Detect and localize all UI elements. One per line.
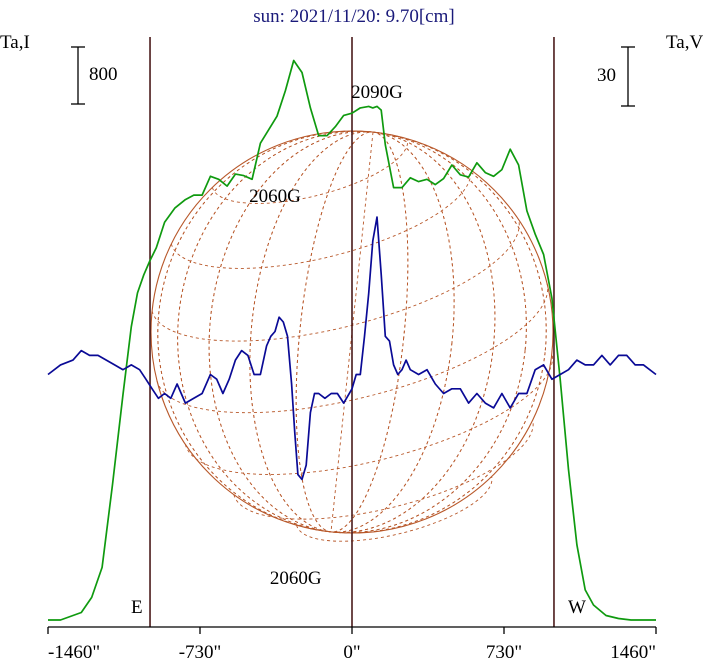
disk-parallel bbox=[184, 352, 553, 475]
x-ticks: -1460" -730" 0" 730" 1460" bbox=[47, 627, 657, 662]
disk-parallel bbox=[156, 283, 549, 414]
disk-meridian bbox=[249, 131, 455, 533]
chart-title: sun: 2021/11/20: 9.70[cm] bbox=[253, 6, 454, 27]
left-scale-label: 800 bbox=[89, 64, 118, 85]
x-tick-label: 730" bbox=[486, 642, 522, 662]
disk-parallel bbox=[170, 169, 472, 269]
left-scale-bar bbox=[71, 46, 85, 105]
x-tick-label: 1460" bbox=[610, 642, 656, 662]
limb-label-east: E bbox=[131, 597, 143, 618]
limb-label-west: W bbox=[568, 597, 586, 618]
x-tick-label: 0" bbox=[343, 642, 360, 662]
x-axis: -1460" -730" 0" 730" 1460" bbox=[47, 626, 657, 662]
disk-parallel bbox=[296, 476, 493, 542]
right-scale-bar bbox=[621, 46, 635, 107]
disk-parallel bbox=[151, 219, 520, 342]
x-tick-label: -1460" bbox=[48, 642, 100, 662]
series-line-V bbox=[47, 216, 657, 481]
right-scale-label: 30 bbox=[597, 65, 616, 86]
series-lines bbox=[47, 59, 657, 621]
field-strength-label: 2090G bbox=[351, 82, 403, 103]
disk-parallel bbox=[211, 138, 409, 204]
left-axis-label: Ta,I bbox=[0, 32, 30, 53]
field-strength-label: 2060G bbox=[270, 568, 322, 589]
solar-disk bbox=[150, 130, 554, 542]
right-axis-label: Ta,V bbox=[666, 32, 703, 53]
field-strength-label: 2060G bbox=[249, 186, 301, 207]
annotations: 2090G 2060G 2060G bbox=[249, 82, 403, 589]
disk-parallel bbox=[233, 420, 534, 520]
series-line-I bbox=[48, 59, 656, 621]
x-tick-label: -730" bbox=[179, 642, 222, 662]
